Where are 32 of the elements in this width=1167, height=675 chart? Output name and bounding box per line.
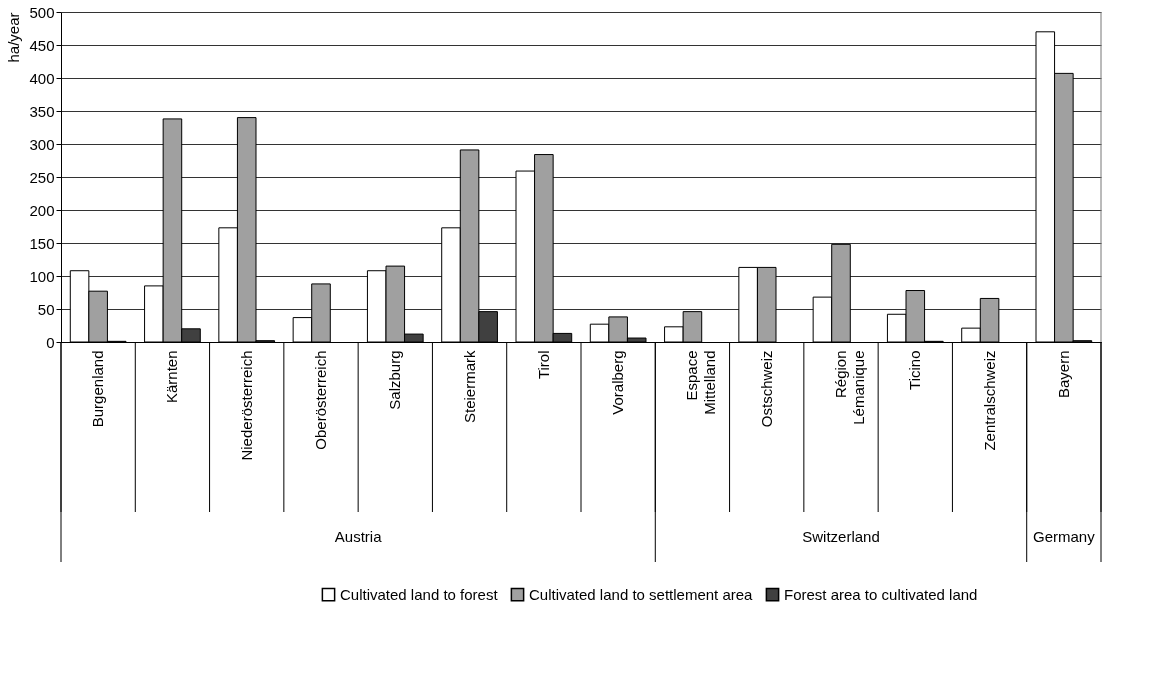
text: Germany <box>1033 528 1096 545</box>
x-tick-label: Oberösterreich <box>312 350 329 450</box>
y-tick-label: 150 <box>29 234 55 252</box>
y-tick-label: 300 <box>29 135 55 153</box>
y-tick-label: 0 <box>46 333 55 351</box>
y-tick-label: 350 <box>29 102 55 120</box>
x-tick-label: Espace Mittelland <box>683 350 719 415</box>
y-tick-label: 500 <box>29 3 55 21</box>
x-tick-label: Kärnten <box>163 350 181 404</box>
text: Switzerland <box>802 528 880 545</box>
x-tick-label: Zentralschweiz <box>980 350 998 451</box>
legend-label: Cultivated land to settlement area <box>529 585 754 603</box>
y-tick-label: 250 <box>29 168 55 186</box>
legend-label: Forest area to cultivated land <box>784 585 978 603</box>
x-tick-label: Ostschweiz <box>757 350 775 428</box>
y-tick-label: 100 <box>29 267 55 285</box>
x-tick-label: Tirol <box>534 350 552 380</box>
x-tick-label: Steiermark <box>460 350 478 424</box>
y-tick-label: 50 <box>37 300 55 318</box>
x-tick-label: Bayern <box>1054 350 1072 399</box>
y-tick-label: 450 <box>29 36 55 54</box>
y-tick-label: 200 <box>29 201 55 219</box>
text: Austria <box>334 528 383 545</box>
y-tick-label: 400 <box>29 69 55 87</box>
x-tick-label: Voralberg <box>609 350 627 415</box>
x-tick-label: Salzburg <box>386 350 404 410</box>
x-tick-label: Burgenland <box>89 350 107 428</box>
x-tick-label: Région Lémanique <box>832 350 867 425</box>
x-tick-label: Niederösterreich <box>237 350 255 461</box>
legend-label: Cultivated land to forest <box>340 585 499 603</box>
y-axis-title: ha/year <box>4 12 22 63</box>
x-tick-label: Ticino <box>906 350 924 390</box>
